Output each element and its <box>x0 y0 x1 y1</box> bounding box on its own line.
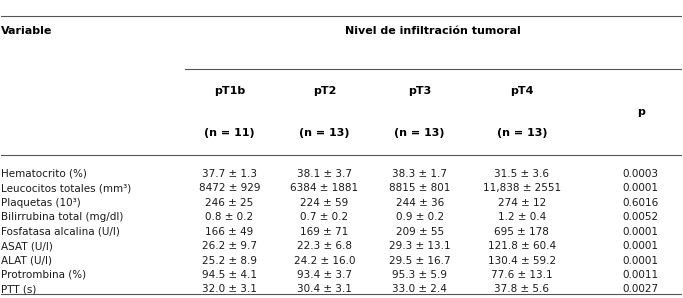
Text: (n = 13): (n = 13) <box>395 128 445 138</box>
Text: 25.2 ± 8.9: 25.2 ± 8.9 <box>201 255 257 266</box>
Text: 0.0052: 0.0052 <box>623 212 659 222</box>
Text: Plaquetas (10³): Plaquetas (10³) <box>1 198 81 208</box>
Text: (n = 11): (n = 11) <box>204 128 255 138</box>
Text: 32.0 ± 3.1: 32.0 ± 3.1 <box>201 284 257 294</box>
Text: 169 ± 71: 169 ± 71 <box>301 227 348 237</box>
Text: Hematocrito (%): Hematocrito (%) <box>1 169 87 179</box>
Text: 244 ± 36: 244 ± 36 <box>395 198 444 208</box>
Text: 695 ± 178: 695 ± 178 <box>494 227 549 237</box>
Text: 121.8 ± 60.4: 121.8 ± 60.4 <box>488 241 556 251</box>
Text: 0.0001: 0.0001 <box>623 183 659 193</box>
Text: pT2: pT2 <box>313 86 336 97</box>
Text: p: p <box>637 107 645 117</box>
Text: 274 ± 12: 274 ± 12 <box>498 198 546 208</box>
Text: Bilirrubina total (mg/dl): Bilirrubina total (mg/dl) <box>1 212 124 222</box>
Text: 166 ± 49: 166 ± 49 <box>205 227 253 237</box>
Text: PTT (s): PTT (s) <box>1 284 37 294</box>
Text: 38.3 ± 1.7: 38.3 ± 1.7 <box>392 169 447 179</box>
Text: ALAT (U/l): ALAT (U/l) <box>1 255 53 266</box>
Text: 0.6016: 0.6016 <box>623 198 659 208</box>
Text: pT1b: pT1b <box>214 86 245 97</box>
Text: 31.5 ± 3.6: 31.5 ± 3.6 <box>494 169 549 179</box>
Text: 8815 ± 801: 8815 ± 801 <box>389 183 450 193</box>
Text: 11,838 ± 2551: 11,838 ± 2551 <box>483 183 561 193</box>
Text: 209 ± 55: 209 ± 55 <box>395 227 444 237</box>
Text: Protrombina (%): Protrombina (%) <box>1 270 87 280</box>
Text: 29.3 ± 13.1: 29.3 ± 13.1 <box>389 241 451 251</box>
Text: 22.3 ± 6.8: 22.3 ± 6.8 <box>297 241 352 251</box>
Text: ASAT (U/l): ASAT (U/l) <box>1 241 53 251</box>
Text: 29.5 ± 16.7: 29.5 ± 16.7 <box>389 255 451 266</box>
Text: 93.4 ± 3.7: 93.4 ± 3.7 <box>297 270 352 280</box>
Text: Fosfatasa alcalina (U/l): Fosfatasa alcalina (U/l) <box>1 227 120 237</box>
Text: (n = 13): (n = 13) <box>299 128 350 138</box>
Text: 0.0003: 0.0003 <box>623 169 659 179</box>
Text: 0.0011: 0.0011 <box>623 270 659 280</box>
Text: 77.6 ± 13.1: 77.6 ± 13.1 <box>491 270 553 280</box>
Text: 6384 ± 1881: 6384 ± 1881 <box>290 183 359 193</box>
Text: 24.2 ± 16.0: 24.2 ± 16.0 <box>294 255 355 266</box>
Text: pT4: pT4 <box>510 86 533 97</box>
Text: Variable: Variable <box>1 26 53 36</box>
Text: 0.0027: 0.0027 <box>623 284 659 294</box>
Text: Leucocitos totales (mm³): Leucocitos totales (mm³) <box>1 183 132 193</box>
Text: 38.1 ± 3.7: 38.1 ± 3.7 <box>297 169 352 179</box>
Text: 0.8 ± 0.2: 0.8 ± 0.2 <box>205 212 253 222</box>
Text: Nivel de infiltración tumoral: Nivel de infiltración tumoral <box>346 26 521 36</box>
Text: 33.0 ± 2.4: 33.0 ± 2.4 <box>392 284 447 294</box>
Text: 94.5 ± 4.1: 94.5 ± 4.1 <box>201 270 257 280</box>
Text: (n = 13): (n = 13) <box>497 128 547 138</box>
Text: 30.4 ± 3.1: 30.4 ± 3.1 <box>297 284 352 294</box>
Text: 95.3 ± 5.9: 95.3 ± 5.9 <box>392 270 447 280</box>
Text: 37.8 ± 5.6: 37.8 ± 5.6 <box>494 284 549 294</box>
Text: pT3: pT3 <box>408 86 432 97</box>
Text: 0.0001: 0.0001 <box>623 227 659 237</box>
Text: 0.0001: 0.0001 <box>623 241 659 251</box>
Text: 0.9 ± 0.2: 0.9 ± 0.2 <box>395 212 444 222</box>
Text: 224 ± 59: 224 ± 59 <box>301 198 348 208</box>
Text: 1.2 ± 0.4: 1.2 ± 0.4 <box>498 212 546 222</box>
Text: 0.7 ± 0.2: 0.7 ± 0.2 <box>301 212 348 222</box>
Text: 246 ± 25: 246 ± 25 <box>205 198 253 208</box>
Text: 8472 ± 929: 8472 ± 929 <box>199 183 260 193</box>
Text: 130.4 ± 59.2: 130.4 ± 59.2 <box>488 255 556 266</box>
Text: 37.7 ± 1.3: 37.7 ± 1.3 <box>201 169 257 179</box>
Text: 0.0001: 0.0001 <box>623 255 659 266</box>
Text: 26.2 ± 9.7: 26.2 ± 9.7 <box>201 241 257 251</box>
